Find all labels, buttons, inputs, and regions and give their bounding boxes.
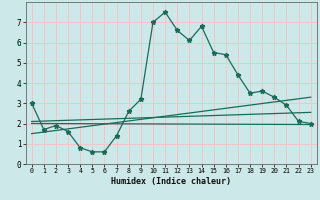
X-axis label: Humidex (Indice chaleur): Humidex (Indice chaleur) <box>111 177 231 186</box>
